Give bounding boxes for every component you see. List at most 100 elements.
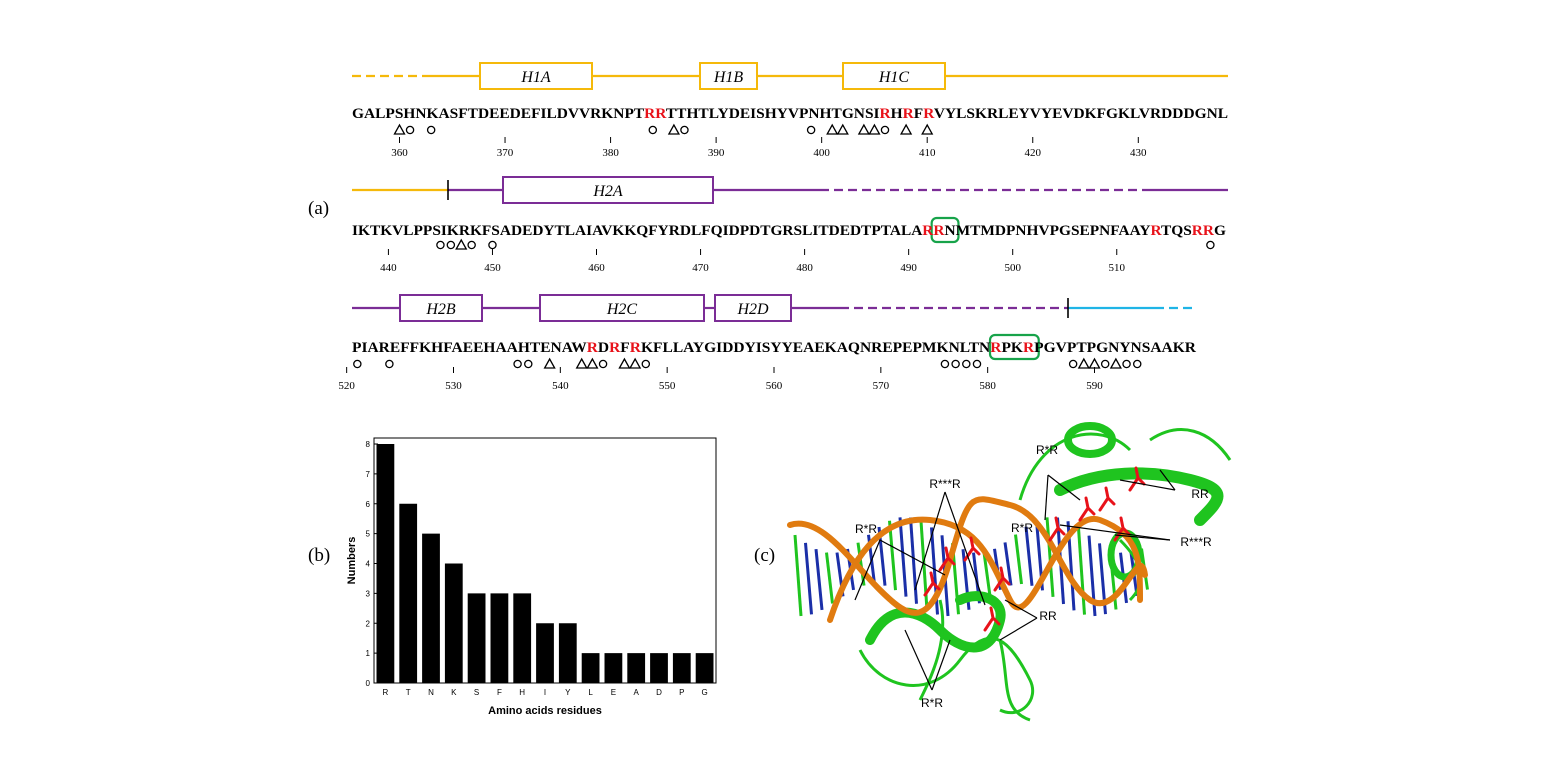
structure-annotation-label: R***R [929,477,961,491]
triangle-marker [575,357,588,369]
position-tick-label: 400 [813,147,830,159]
arginine-residue: R [630,340,641,356]
dna-base-pair [982,552,992,597]
position-tick-label: 560 [766,380,783,392]
triangle-marker [921,123,934,135]
residue-run: PK [1001,340,1023,356]
annotation-leader-line [1159,469,1176,491]
arginine-side-chain [993,566,1011,592]
arginine-residue: RR [1192,223,1214,239]
y-tick-label: 6 [366,500,371,509]
x-tick-label: D [656,688,662,697]
circle-marker [962,359,971,369]
residue-run: H [891,106,903,122]
triangle-marker [1109,357,1122,369]
helix-label: H2D [736,301,769,318]
y-tick-label: 8 [366,440,371,449]
circle-marker [405,125,415,135]
arginine-side-chain [1098,486,1116,512]
circle-marker [467,240,476,250]
helix-label: H2B [425,301,456,318]
protein-helix [1064,422,1116,458]
circle-marker [1206,240,1215,250]
position-tick-label: 370 [497,147,514,159]
bar-F [490,593,509,683]
helix-label: H2A [592,183,623,200]
helix-label: H1A [520,69,551,86]
x-tick-label: P [679,688,684,697]
motif-box [988,333,1040,361]
position-tick-label: 450 [484,262,501,274]
position-tick-label: 460 [588,262,605,274]
y-axis-title: Numbers [346,537,358,585]
panel-label-c: (c) [754,545,776,566]
triangle-marker [899,123,913,135]
triangle-marker [629,357,642,369]
bar-A [627,653,646,683]
dna-base-pair [1014,534,1023,585]
annotation-leader-line [1119,479,1176,491]
structure-annotation-label: R*R [1011,521,1033,535]
annotation-leader-line [1044,474,1049,521]
triangle-marker [667,123,681,135]
arginine-residue: R [923,106,934,122]
bar-D [650,653,668,683]
protein-helix [1054,467,1224,526]
position-tick-label: 440 [380,262,397,274]
triangle-marker [543,357,556,369]
dna-base-pair [909,517,918,604]
residue-run: TTHTLYDEISHYVPNHTGNSI [666,106,880,122]
x-tick-label: F [497,688,502,697]
protein-loop [918,599,1031,722]
dna-base-pair [898,517,908,597]
y-tick-label: 1 [366,649,371,658]
circle-marker [880,125,890,135]
structure-annotation-label: R*R [921,696,943,710]
arginine-side-chain [983,606,1001,632]
circle-marker [353,359,362,369]
position-tick-label: 550 [659,380,676,392]
position-tick-label: 500 [1004,262,1021,274]
dna-base-pair [1045,517,1055,598]
residue-run: G [1214,223,1226,239]
bar-T [399,503,418,683]
x-tick-label: I [544,688,546,697]
triangle-marker [455,238,468,250]
arginine-residue: R [990,340,1001,356]
residue-run: IKTKVLPPSIKRKFSADEDYTLAIAVKKQFYRDLFQIDPD… [352,223,922,239]
arginine-residue: R [1150,223,1161,239]
residue-run: D [598,340,609,356]
arginine-residue: R [1023,340,1034,356]
bar-H [513,593,532,683]
x-tick-label: A [634,688,640,697]
arginine-residue: R [609,340,620,356]
structure-annotation-label: RR [1191,487,1209,501]
x-tick-label: E [611,688,616,697]
motif-box [930,216,960,244]
position-tick-label: 480 [796,262,813,274]
x-tick-label: K [451,688,457,697]
helix-box [399,294,483,322]
x-tick-label: Y [565,688,571,697]
dna-base-pair [1024,526,1034,586]
bar-P [672,653,691,683]
circle-marker [426,125,436,135]
circle-marker [524,359,533,369]
dna-base-pair [888,520,897,591]
triangle-marker [836,123,849,135]
triangle-marker [1088,357,1101,369]
arginine-residue: RR [922,223,944,239]
arginine-side-chain [938,546,956,572]
sequence-text: GALPSHNKASFTDEEDEFILDVVRKNPT RRTTHTLYDEIS… [352,106,1228,122]
sequence-text: PIAREFFKHFAEEHAAHTENAW RDRFRKFLLAYGIDDYIS… [352,340,1196,356]
residue-run: VYLSKRLEYVYEVDKFGKLVRDDDGNL [934,106,1228,122]
x-tick-label: S [474,688,479,697]
dna-base-pair [814,548,824,611]
helix-box [699,62,758,90]
dna-base-pair [1003,542,1013,586]
dna-backbone [787,496,1148,616]
arginine-residue: R [880,106,891,122]
circle-marker [446,240,456,250]
structure-annotation-label: R***R [1180,535,1212,549]
